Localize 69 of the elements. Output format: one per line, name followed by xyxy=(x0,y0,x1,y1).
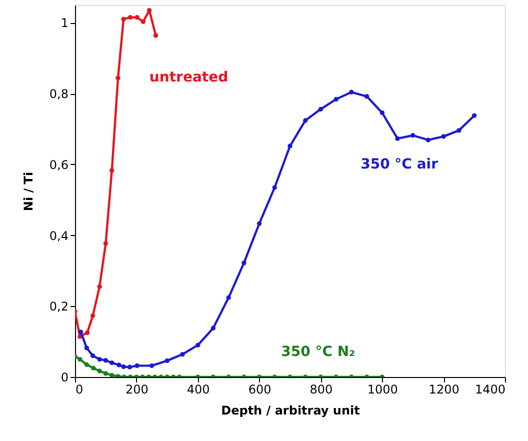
point xyxy=(103,371,108,376)
point xyxy=(153,33,158,38)
point xyxy=(110,372,114,377)
point xyxy=(441,134,446,139)
point xyxy=(364,94,370,99)
point xyxy=(426,138,431,142)
y-tick-label: 0,4 xyxy=(49,228,68,243)
y-tick-label: 0,2 xyxy=(49,300,68,314)
point xyxy=(180,352,185,357)
x-axis-title: Depth / arbitray unit xyxy=(221,404,360,418)
y-tick-label: 0 xyxy=(60,370,68,384)
point xyxy=(97,368,102,374)
point xyxy=(149,363,154,368)
point xyxy=(334,96,338,102)
point xyxy=(226,295,231,300)
x-tick-label: 1000 xyxy=(367,382,398,396)
point xyxy=(146,8,152,13)
x-tick-label: 0 xyxy=(76,382,84,396)
point xyxy=(103,241,108,246)
point xyxy=(78,356,82,362)
point xyxy=(349,90,354,94)
x-tick-label: 1200 xyxy=(428,382,460,396)
point xyxy=(395,136,400,141)
point xyxy=(472,113,477,118)
point xyxy=(140,19,146,24)
point xyxy=(410,133,416,138)
point xyxy=(97,356,102,362)
point xyxy=(121,16,126,22)
point xyxy=(272,185,277,190)
point xyxy=(90,353,96,358)
x-tick-label: 600 xyxy=(248,382,272,396)
y-tick-label: 0,8 xyxy=(49,87,68,102)
text: untreated xyxy=(149,69,228,86)
series-label: 350 °C air xyxy=(360,156,438,173)
point xyxy=(380,110,384,116)
x-tick-label: 800 xyxy=(310,382,333,396)
y-tick-label: 1 xyxy=(60,16,68,30)
y-tick-label: 0,6 xyxy=(49,158,68,172)
point xyxy=(116,76,120,80)
point xyxy=(134,15,140,20)
point xyxy=(210,326,216,330)
point xyxy=(256,221,262,226)
point xyxy=(110,168,114,173)
point xyxy=(318,106,324,112)
point xyxy=(242,260,246,266)
point xyxy=(84,346,90,350)
series-label: 350 °C N₂ xyxy=(281,344,356,360)
x-tick-label: 200 xyxy=(125,382,148,396)
y-axis-title: Ni / Ti xyxy=(21,172,36,212)
point xyxy=(97,284,102,289)
point xyxy=(121,364,126,370)
x-tick-label: 1400 xyxy=(474,382,506,396)
point xyxy=(84,330,90,336)
point xyxy=(84,362,90,367)
point xyxy=(110,360,114,366)
point xyxy=(303,118,308,123)
point xyxy=(134,363,140,368)
point xyxy=(103,358,108,363)
point xyxy=(91,366,96,370)
point xyxy=(116,362,122,368)
x-tick-label: 400 xyxy=(186,382,210,396)
point xyxy=(288,144,292,148)
point xyxy=(456,128,462,133)
point xyxy=(128,15,133,20)
point xyxy=(78,330,84,334)
point xyxy=(90,313,96,318)
point xyxy=(164,358,170,364)
point xyxy=(196,342,200,348)
point xyxy=(127,364,132,370)
